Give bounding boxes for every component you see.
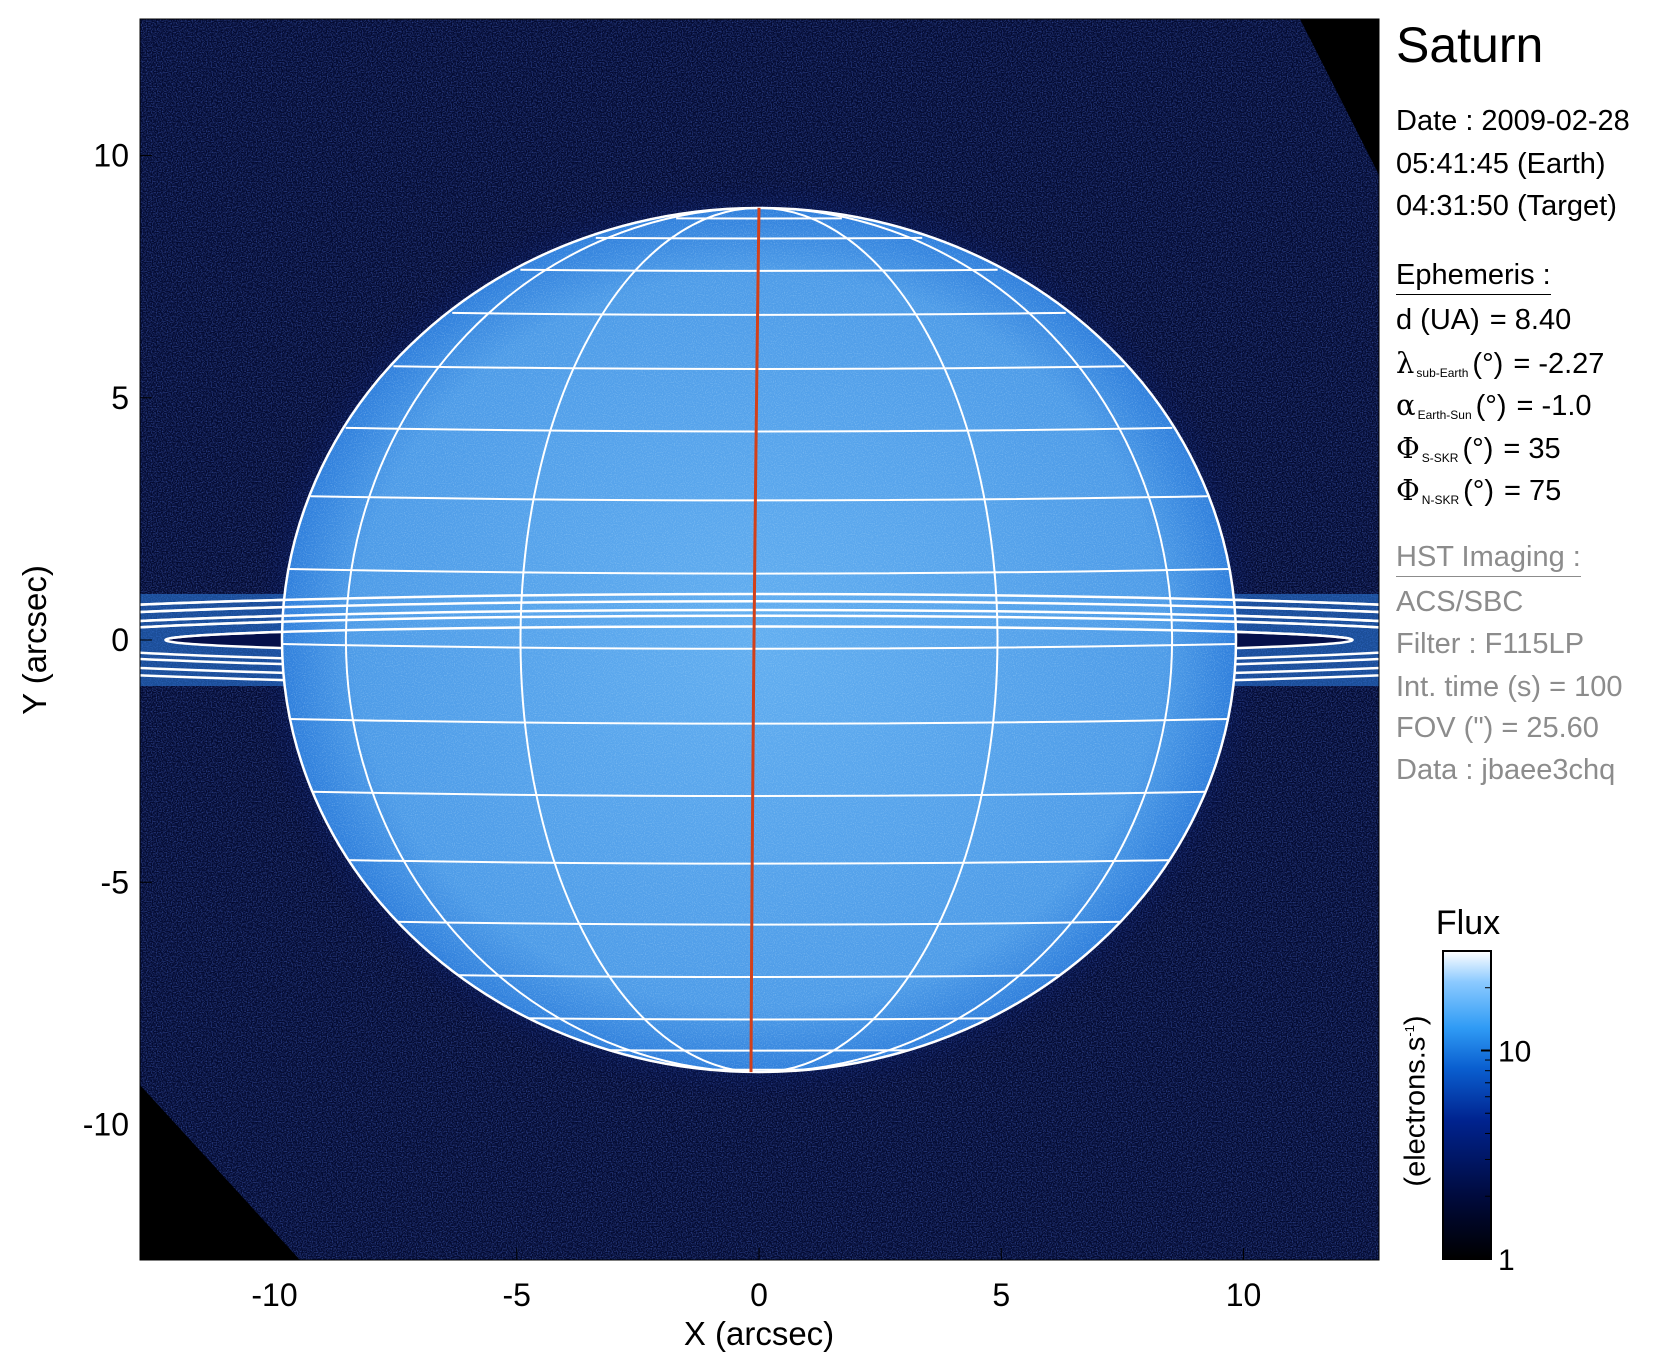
- latitude-line: [310, 790, 1208, 798]
- colorbar: [1442, 950, 1492, 1260]
- data-id-text: Data : jbaee3chq: [1396, 754, 1616, 786]
- ephemeris-symbol: Φ: [1396, 431, 1420, 465]
- ephemeris-value: = 75: [1504, 475, 1562, 507]
- ephemeris-row: λ sub-Earth (°) = -2.27: [1396, 346, 1605, 380]
- ephemeris-subscript: sub-Earth: [1416, 366, 1469, 380]
- ephemeris-name: d (UA): [1396, 304, 1480, 336]
- ephemeris-symbol: α: [1396, 388, 1416, 422]
- colorbar-label: (electrons.s-1): [1400, 1015, 1433, 1186]
- latitude-line: [452, 974, 1066, 979]
- int-time-text: Int. time (s) = 100: [1396, 671, 1623, 703]
- meridian-line: [520, 208, 760, 1072]
- latitude-line: [310, 495, 1208, 502]
- colorbar-label-exponent: -1: [1401, 1025, 1417, 1037]
- latitude-line: [345, 426, 1173, 433]
- ephemeris-subscript: Earth-Sun: [1417, 408, 1472, 422]
- central-meridian-line: [749, 207, 761, 1073]
- y-tick-label: -10: [83, 1107, 129, 1143]
- ephemeris-unit: (°): [1472, 348, 1504, 380]
- colorbar-tick-label: 10: [1498, 1035, 1531, 1068]
- latitude-line: [282, 643, 1236, 650]
- latitude-line: [288, 718, 1229, 725]
- ephemeris-symbol: λ: [1396, 346, 1415, 380]
- disk-noise: [282, 208, 1236, 1072]
- latitude-line: [288, 567, 1229, 575]
- ephemeris-header: Ephemeris :: [1396, 259, 1551, 295]
- ephemeris-row: d (UA) = 8.40: [1396, 306, 1571, 335]
- colorbar-tick-label: 1: [1498, 1244, 1515, 1277]
- ephemeris-unit: (°): [1463, 475, 1495, 507]
- fov-text: FOV (") = 25.60: [1396, 712, 1599, 744]
- latitude-line: [393, 365, 1125, 371]
- y-tick-label: -5: [101, 864, 129, 900]
- date-text: Date : 2009-02-28: [1396, 105, 1630, 137]
- ephemeris-unit: (°): [1475, 390, 1507, 422]
- colorbar-label-close: ): [1399, 1015, 1432, 1026]
- colorbar-title: Flux: [1436, 904, 1500, 942]
- panel-title: Saturn: [1396, 17, 1544, 73]
- instrument-text: ACS/SBC: [1396, 586, 1524, 618]
- x-tick-label: 10: [1226, 1277, 1262, 1313]
- ring-outline-front: [140, 614, 1379, 629]
- ephemeris-symbol: Φ: [1396, 473, 1420, 507]
- y-tick-label: 10: [93, 138, 129, 174]
- y-tick-label: 0: [111, 622, 129, 658]
- filter-text: Filter : F115LP: [1396, 628, 1585, 660]
- ephemeris-row: α Earth-Sun (°) = -1.0: [1396, 388, 1592, 422]
- latitude-line: [345, 859, 1173, 865]
- ephemeris-row: Φ S-SKR (°) = 35: [1396, 431, 1561, 465]
- ephemeris-subscript: N-SKR: [1421, 493, 1460, 507]
- meridian-line: [758, 208, 998, 1072]
- y-axis-label: Y (arcsec): [16, 565, 53, 715]
- ephemeris-unit: (°): [1462, 433, 1494, 465]
- latitude-line: [520, 1017, 998, 1021]
- ephemeris-value: = 8.40: [1489, 304, 1572, 336]
- ring-outline-front: [140, 592, 1379, 606]
- fov-corner-bottom-left: [140, 1085, 300, 1260]
- x-tick-label: -5: [503, 1277, 531, 1313]
- colorbar-label-text: (electrons.s: [1399, 1036, 1432, 1187]
- ephemeris-value: = 35: [1503, 433, 1561, 465]
- ring-outline-front: [164, 625, 1354, 641]
- ephemeris-row: Φ N-SKR (°) = 75: [1396, 473, 1562, 507]
- latitude-line: [595, 1049, 923, 1052]
- y-tick-label: 5: [111, 380, 129, 416]
- ring-outline-front: [140, 600, 1379, 614]
- ring-outline-front: [140, 608, 1379, 623]
- x-axis-label: X (arcsec): [684, 1315, 834, 1352]
- imaging-header: HST Imaging :: [1396, 541, 1581, 577]
- ephemeris-subscript: S-SKR: [1421, 451, 1459, 465]
- fov-corner-top-right: [1300, 19, 1379, 175]
- time-target-text: 04:31:50 (Target): [1396, 190, 1617, 222]
- ephemeris-value: = -2.27: [1513, 348, 1605, 380]
- x-tick-label: 0: [750, 1277, 768, 1313]
- time-earth-text: 05:41:45 (Earth): [1396, 148, 1606, 180]
- ephemeris-value: = -1.0: [1516, 390, 1592, 422]
- latitude-line: [393, 920, 1125, 926]
- x-tick-label: -10: [251, 1277, 297, 1313]
- x-tick-label: 5: [992, 1277, 1010, 1313]
